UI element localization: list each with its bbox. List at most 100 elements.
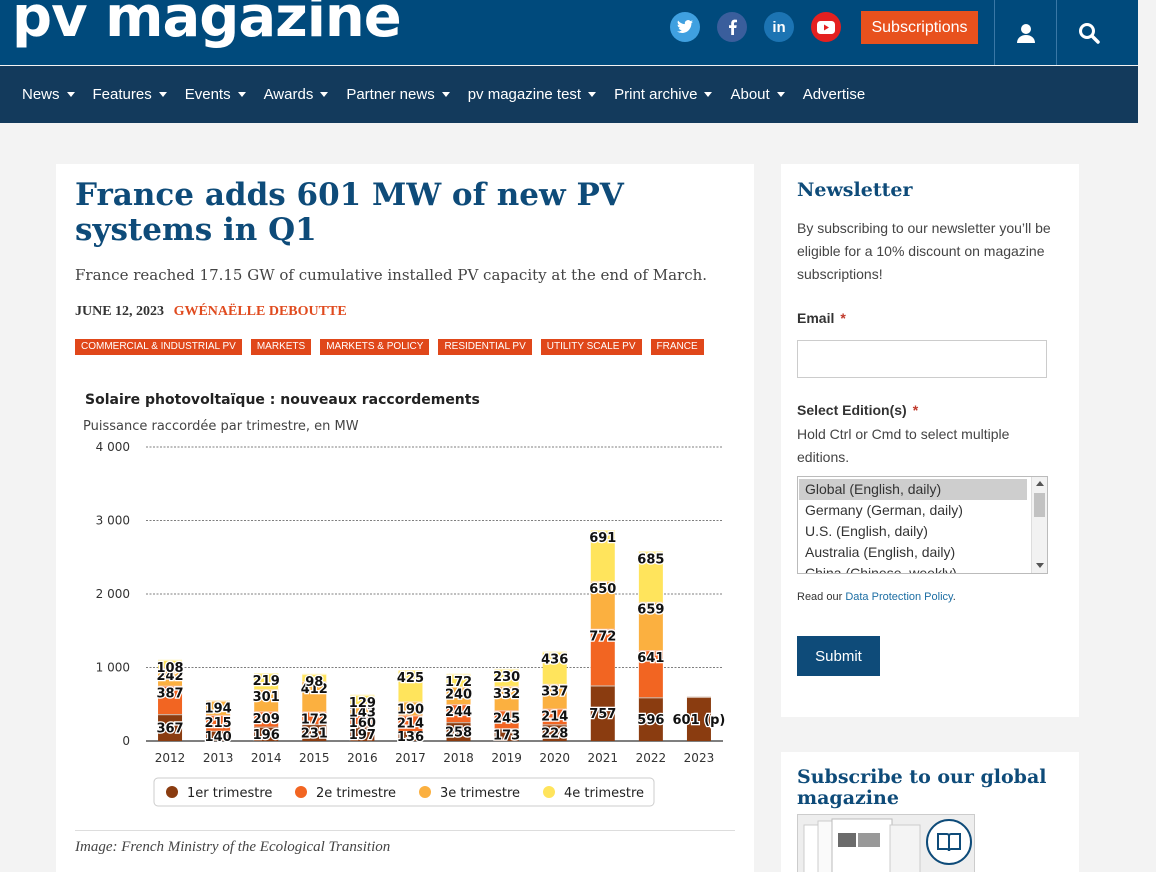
bar-segment xyxy=(590,530,615,581)
twitter-icon[interactable] xyxy=(670,12,700,42)
nav-item-events[interactable]: Events xyxy=(185,86,246,103)
bar-segment xyxy=(302,724,327,741)
data-label: 228 xyxy=(541,727,568,742)
x-tick-label: 2015 xyxy=(299,751,330,765)
bar-segment xyxy=(686,696,711,741)
bar-segment xyxy=(398,670,423,702)
tag-badge[interactable]: MARKETS xyxy=(250,339,312,355)
subscriptions-button[interactable]: Subscriptions xyxy=(861,11,978,44)
data-label: 160 xyxy=(349,716,376,731)
data-label: 387 xyxy=(156,687,183,702)
tag-badge[interactable]: RESIDENTIAL PV xyxy=(438,339,532,355)
bar-segment xyxy=(446,673,471,687)
article-author[interactable]: GWÉNAËLLE DEBOUTTE xyxy=(173,304,347,319)
y-tick-label: 1 000 xyxy=(96,661,130,675)
data-label: 641 xyxy=(637,651,664,666)
edition-select[interactable]: Global (English, daily) Germany (German, … xyxy=(797,476,1048,574)
x-tick-label: 2014 xyxy=(251,751,282,765)
bar-segment xyxy=(254,726,279,741)
bar-segment-edge xyxy=(254,726,279,728)
data-label: 231 xyxy=(301,727,328,742)
magazine-thumbnail[interactable] xyxy=(797,814,975,872)
edition-option[interactable]: U.S. (English, daily) xyxy=(805,523,928,539)
data-protection-link[interactable]: Data Protection Policy xyxy=(845,591,953,603)
nav-item-label: Advertise xyxy=(802,86,866,103)
bar-segment-edge xyxy=(446,722,471,724)
nav-item-pv-magazine-test[interactable]: pv magazine test xyxy=(468,86,597,103)
edition-option[interactable]: China (Chinese, weekly) xyxy=(805,565,957,574)
x-tick-label: 2023 xyxy=(684,751,715,765)
scroll-up-icon[interactable] xyxy=(1036,481,1044,486)
data-label: 215 xyxy=(205,716,232,731)
edition-option[interactable]: Australia (English, daily) xyxy=(805,544,956,560)
data-label: 143 xyxy=(349,705,376,720)
newsletter-panel: Newsletter By subscribing to our newslet… xyxy=(781,164,1079,717)
facebook-icon[interactable] xyxy=(717,12,747,42)
bar-segment-edge xyxy=(542,708,567,710)
nav-item-features[interactable]: Features xyxy=(93,86,167,103)
bar-segment-edge xyxy=(158,714,183,716)
top-header: pv magazine in Subscriptions xyxy=(0,0,1138,65)
data-label: 173 xyxy=(493,729,520,744)
data-label: 659 xyxy=(637,603,664,618)
data-label: 242 xyxy=(156,669,183,684)
legend-label: 3e trimestre xyxy=(440,786,520,801)
article-card: France adds 601 MW of new PV systems in … xyxy=(56,164,754,872)
y-tick-label: 3 000 xyxy=(96,514,130,528)
data-label: 172 xyxy=(445,675,472,690)
nav-item-news[interactable]: News xyxy=(22,86,75,103)
nav-item-advertise[interactable]: Advertise xyxy=(803,86,866,103)
tag-badge[interactable]: FRANCE xyxy=(650,339,704,355)
nav-item-label: News xyxy=(22,86,60,103)
bar-segment xyxy=(446,704,471,723)
chevron-down-icon xyxy=(237,92,246,97)
bar-segment xyxy=(542,724,567,741)
chevron-down-icon xyxy=(704,92,713,97)
bar-segment-edge xyxy=(542,651,567,653)
tag-badge[interactable]: UTILITY SCALE PV xyxy=(540,339,642,355)
youtube-icon[interactable] xyxy=(811,12,841,42)
bar-segment-edge xyxy=(446,686,471,688)
linkedin-icon[interactable]: in xyxy=(764,12,794,42)
policy-prefix: Read our xyxy=(797,591,846,603)
tag-badge[interactable]: MARKETS & POLICY xyxy=(320,339,430,355)
data-label: 337 xyxy=(541,685,568,700)
user-icon[interactable] xyxy=(996,0,1056,65)
bar-segment xyxy=(350,714,375,727)
scrollbar[interactable] xyxy=(1031,477,1047,573)
tag-badge[interactable]: COMMERCIAL & INDUSTRIAL PV xyxy=(75,339,242,355)
data-label: 601 (p) xyxy=(673,713,726,728)
edition-option[interactable]: Global (English, daily) xyxy=(799,479,1027,500)
bar-segment-edge xyxy=(302,724,327,726)
nav-item-awards[interactable]: Awards xyxy=(264,86,329,103)
bar-segment-edge xyxy=(206,714,231,717)
email-field[interactable] xyxy=(797,340,1047,378)
policy-suffix: . xyxy=(952,591,956,603)
nav-item-about[interactable]: About xyxy=(730,86,785,103)
data-label: 194 xyxy=(205,702,232,717)
search-icon[interactable] xyxy=(1058,0,1120,65)
x-tick-label: 2022 xyxy=(636,751,667,765)
bar-segment xyxy=(302,681,327,712)
book-icon xyxy=(926,819,972,865)
data-label: 425 xyxy=(397,671,424,686)
site-logo[interactable]: pv magazine xyxy=(12,0,402,50)
nav-item-partner-news[interactable]: Partner news xyxy=(346,86,450,103)
article-date: JUNE 12, 2023 xyxy=(75,304,165,319)
chevron-down-icon xyxy=(588,92,597,97)
bar-segment xyxy=(494,710,519,729)
x-tick-label: 2017 xyxy=(395,751,426,765)
header-divider xyxy=(994,0,995,65)
bar-segment-edge xyxy=(206,730,231,732)
nav-item-label: About xyxy=(730,86,770,103)
nav-item-print-archive[interactable]: Print archive xyxy=(614,86,713,103)
data-label: 245 xyxy=(493,711,520,726)
nav-item-label: Features xyxy=(92,86,152,103)
scroll-thumb[interactable] xyxy=(1034,493,1045,517)
data-label: 596 xyxy=(637,713,664,728)
submit-button[interactable]: Submit xyxy=(797,636,880,676)
legend-label: 4e trimestre xyxy=(564,786,644,801)
bar-segment-edge xyxy=(254,711,279,713)
scroll-down-icon[interactable] xyxy=(1036,563,1044,568)
edition-option[interactable]: Germany (German, daily) xyxy=(805,502,963,518)
